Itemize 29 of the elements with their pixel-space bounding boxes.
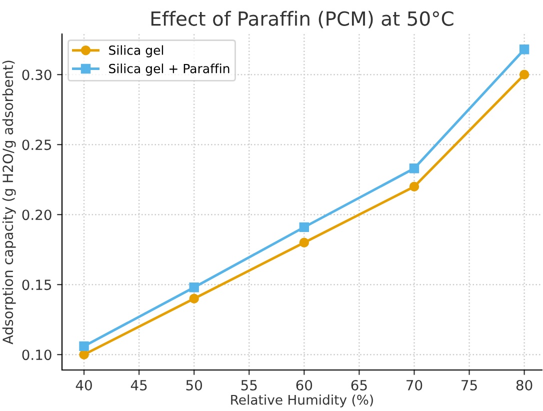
point [79, 341, 89, 352]
legend-label: Silica gel + Paraffin [109, 64, 230, 76]
chart-title: Effect of Paraffin (PCM) at 50°C [151, 10, 454, 28]
point [79, 350, 89, 360]
point [519, 70, 530, 80]
x-tick-label: 80 [516, 380, 532, 390]
point [189, 282, 199, 292]
point [189, 294, 199, 304]
y-tick-label: 0.10 [22, 350, 52, 360]
x-tick-label: 70 [406, 380, 422, 390]
y-tick-label: 0.30 [22, 70, 52, 80]
x-tick-label: 40 [76, 380, 92, 390]
legend-label: Silica gel [109, 45, 164, 58]
point [409, 164, 420, 174]
point [519, 44, 530, 54]
y-tick-label: 0.15 [22, 280, 52, 290]
y-tick-label: 0.20 [22, 210, 52, 220]
point [299, 222, 310, 232]
x-tick-label: 60 [296, 380, 312, 390]
point [299, 238, 310, 248]
x-tick-label: 75 [462, 380, 477, 390]
x-tick-label: 65 [351, 380, 367, 390]
x-tick-label: 50 [186, 380, 202, 390]
x-tick-label: 45 [130, 380, 147, 390]
x-tick-label: 55 [241, 380, 257, 390]
point [409, 182, 420, 192]
y-tick-label: 0.25 [22, 140, 52, 150]
x-axis-title: Relative Humidity (%) [231, 394, 373, 408]
y-axis-title: Adsorption capacity (g H2O/g adsorbent) [2, 60, 16, 344]
